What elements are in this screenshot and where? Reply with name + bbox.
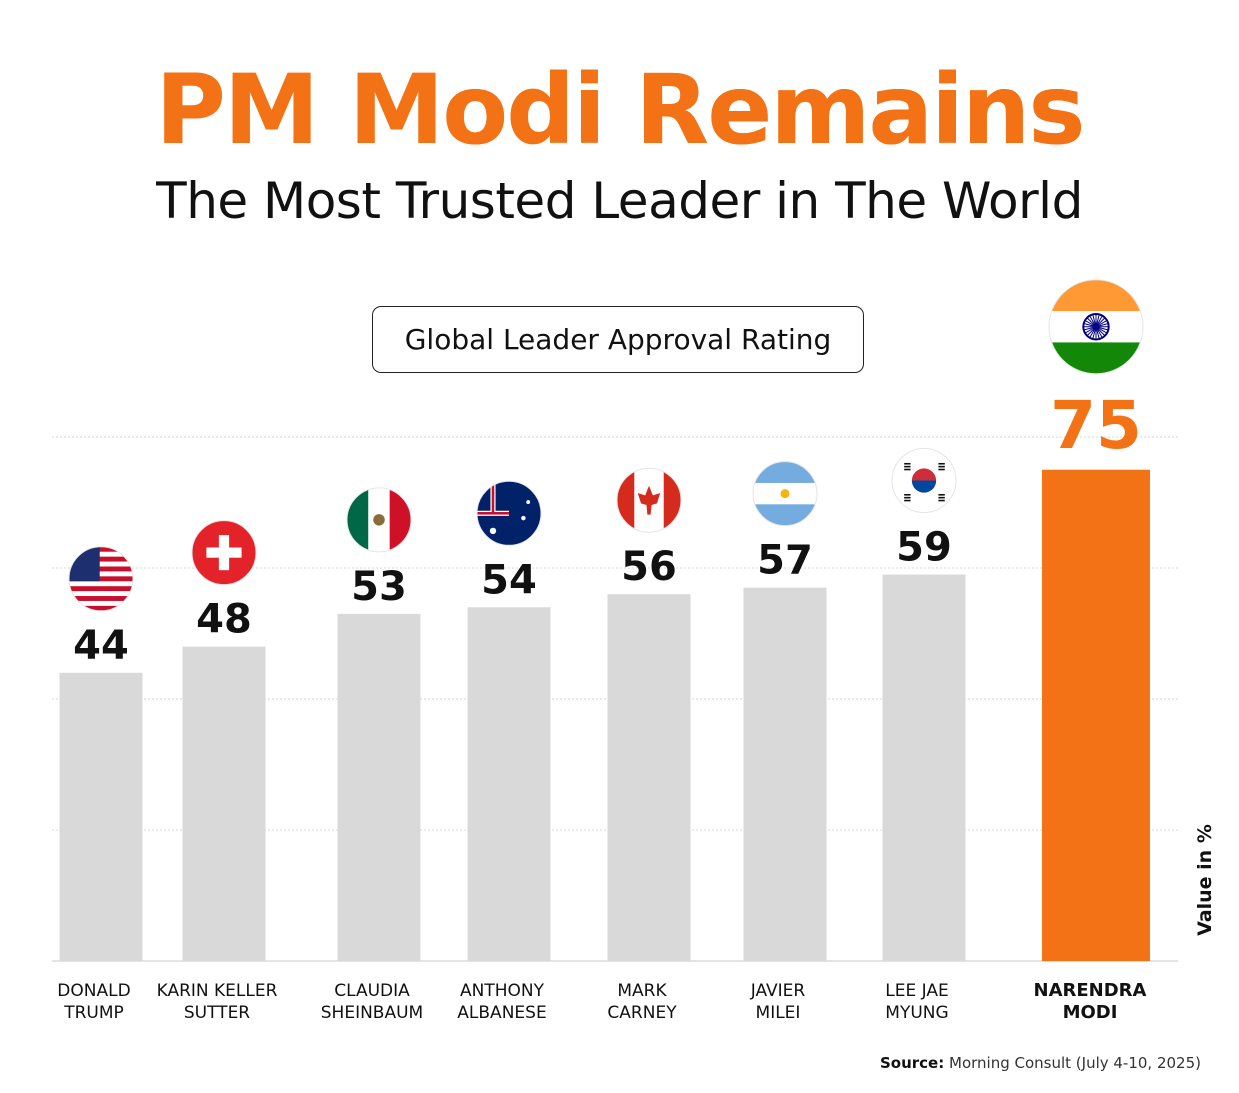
value-label: 75 [1050,387,1142,464]
source-text: Morning Consult (July 4-10, 2025) [949,1054,1201,1072]
flag-outline [891,448,957,514]
flag-outline [346,487,412,553]
flag-outline [616,467,682,533]
value-label: 59 [896,525,952,571]
bar [182,646,266,961]
category-label: MILEI [756,1003,801,1023]
category-label: SHEINBAUM [321,1003,423,1023]
flag-outline [752,461,818,527]
value-label: 53 [351,564,407,610]
switzerland-flag-icon [192,520,256,585]
canada-flag-icon [617,468,681,533]
category-label: TRUMP [63,1003,124,1023]
south-korea-flag-icon [892,448,956,513]
category-label: MYUNG [885,1003,948,1023]
flag-outline [191,520,257,586]
category-label: CLAUDIA [334,981,410,1001]
flag-outline [1048,279,1144,375]
value-label: 57 [757,538,813,584]
category-label: DONALD [57,981,130,1001]
value-label: 54 [481,557,537,603]
category-label: NARENDRA [1034,980,1147,1001]
mexico-flag-icon [347,487,411,552]
category-label: ALBANESE [457,1003,546,1023]
category-label: MARK [617,981,667,1001]
source-label: Source: [879,1054,945,1072]
chart-title: Global Leader Approval Rating [372,306,864,373]
source-note: Source: Morning Consult (July 4-10, 2025… [880,1054,1201,1072]
category-label: SUTTER [184,1003,250,1023]
value-label: 48 [196,597,252,643]
value-label: 56 [621,544,677,590]
category-label: ANTHONY [460,981,545,1001]
bar [467,607,551,961]
australia-flag-icon [477,481,541,546]
bar [607,594,691,961]
flag-outline [68,546,134,612]
bar [337,613,421,961]
usa-flag-icon [69,546,133,611]
headline: PM Modi Remains [0,62,1239,158]
flag-outline [476,480,542,546]
bar [882,574,966,961]
category-label: KARIN KELLER [157,981,278,1001]
subheadline: The Most Trusted Leader in The World [156,172,1083,230]
category-label: MODI [1063,1002,1118,1023]
category-label: LEE JAE [885,981,948,1001]
category-label: JAVIER [750,981,806,1001]
argentina-flag-icon [753,461,817,526]
bar [743,587,827,961]
bar [59,672,143,961]
value-label: 44 [73,623,129,669]
category-label: CARNEY [607,1003,677,1023]
bar [1042,469,1150,961]
y-axis-label: Value in % [1194,824,1216,936]
